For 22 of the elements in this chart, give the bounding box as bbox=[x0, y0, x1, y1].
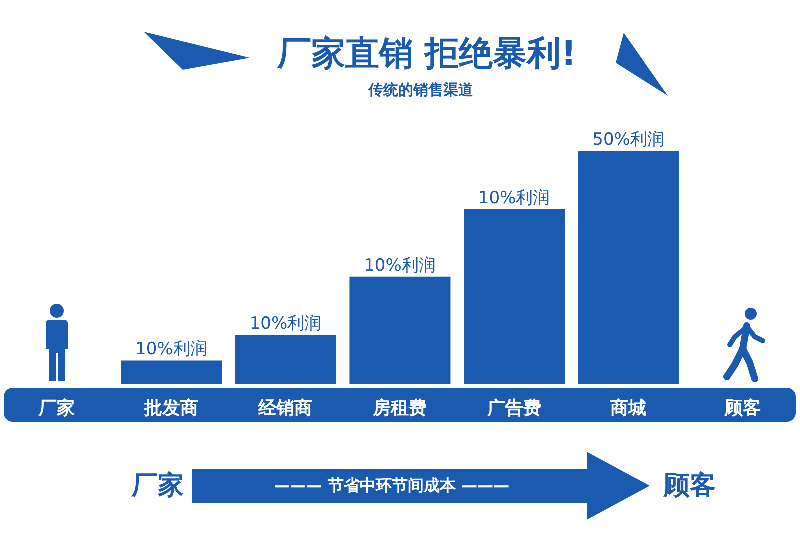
x-tick-label: 厂家 bbox=[38, 398, 76, 419]
text: 顾客 bbox=[662, 470, 717, 502]
annotation: 50%利润 bbox=[592, 130, 664, 150]
x-tick-label: 顾客 bbox=[724, 398, 761, 419]
x-tick-label: 批发商 bbox=[143, 398, 198, 419]
text: 厂家 bbox=[130, 470, 185, 502]
x-tick-label: 商城 bbox=[610, 398, 647, 419]
bar bbox=[350, 276, 451, 384]
annotation: 10%利润 bbox=[364, 256, 436, 276]
x-tick-label: 经销商 bbox=[258, 398, 313, 419]
bar bbox=[121, 360, 222, 384]
chart-subtitle: 传统的销售渠道 bbox=[367, 80, 474, 100]
annotation: 10%利润 bbox=[136, 340, 208, 360]
annotation: 10%利润 bbox=[478, 188, 550, 208]
text: ——— 节省中环节间成本 ——— bbox=[273, 475, 511, 497]
x-tick-label: 广告费 bbox=[486, 398, 542, 419]
annotation: 10%利润 bbox=[250, 314, 322, 334]
x-tick-label: 房租费 bbox=[372, 398, 427, 419]
bar bbox=[464, 209, 565, 384]
bar bbox=[235, 335, 336, 384]
chart-title: 厂家直销 拒绝暴利! bbox=[276, 33, 578, 75]
bar bbox=[578, 151, 680, 384]
